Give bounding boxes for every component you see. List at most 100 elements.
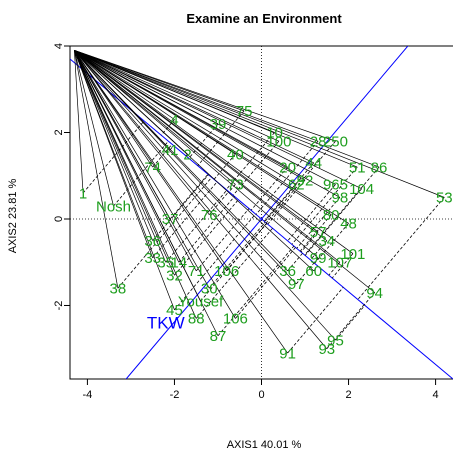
projection-line [152, 174, 209, 241]
projection-line [331, 253, 354, 279]
point-label: 2 [183, 146, 191, 163]
point-label: 41 [162, 142, 179, 159]
projection-line [287, 184, 336, 242]
x-tick-label: -2 [170, 389, 180, 401]
ray-line [74, 50, 171, 151]
ray-line [74, 50, 336, 341]
ray-line [74, 50, 210, 215]
ray-line [74, 50, 328, 349]
ray-line [74, 50, 336, 185]
projection-line [313, 257, 319, 264]
point-label: Nosh [96, 198, 131, 215]
projection-lines [70, 46, 453, 379]
projection-line [165, 189, 228, 263]
x-tick-label: 4 [433, 389, 439, 401]
projection-line [178, 196, 235, 263]
projection-line [328, 261, 341, 276]
point-label: 71 [188, 263, 205, 280]
projection-line [291, 166, 358, 245]
ray-line [74, 50, 175, 276]
y-tick-label: 0 [53, 216, 65, 222]
point-label: 93 [318, 341, 335, 358]
projection-line [235, 247, 296, 319]
point-label: 100 [266, 133, 291, 150]
point-label: 104 [349, 181, 374, 198]
ray-line [74, 50, 375, 293]
point-label: 30 [201, 280, 218, 297]
ray-line [74, 50, 327, 241]
ray-line [74, 50, 288, 354]
projection-line [117, 177, 212, 289]
point-label: 97 [288, 276, 305, 293]
projection-line [263, 162, 315, 222]
ray-line [74, 50, 314, 164]
y-axis-label: AXIS2 23.81 % [7, 178, 19, 253]
ray-line [74, 50, 197, 272]
ray-line [74, 50, 201, 302]
point-label: 106 [223, 311, 248, 328]
projection-line [287, 253, 303, 272]
ray-line [74, 50, 188, 155]
point-label: 250 [323, 133, 348, 150]
projection-line [264, 184, 297, 222]
ray-line [74, 50, 332, 215]
ray-line [74, 50, 153, 168]
vector-label: TKW [147, 314, 185, 333]
projection-line [82, 120, 145, 194]
point-label: 91 [279, 345, 296, 362]
ray-line [74, 50, 180, 263]
ray-line [74, 50, 227, 272]
point-label: 35 [157, 254, 174, 271]
y-tick-label: 4 [53, 43, 65, 49]
x-tick-label: -4 [83, 389, 93, 401]
projection-line [185, 153, 188, 157]
projection-line [300, 231, 319, 253]
point-label: 88 [188, 311, 205, 328]
projection-line [188, 123, 219, 159]
point-label: 36 [144, 233, 161, 250]
projection-line [208, 191, 230, 215]
point-label: 80 [323, 207, 340, 224]
projection-line [232, 140, 280, 196]
point-label: 107 [327, 254, 352, 271]
ray-line [74, 50, 297, 185]
projection-line [152, 181, 218, 259]
projection-line [313, 265, 319, 272]
point-label: 98 [331, 190, 348, 207]
point-label: 39 [210, 116, 227, 133]
ray-line [74, 50, 306, 181]
projection-line [213, 153, 236, 180]
point-label: 37 [162, 211, 179, 228]
projection-line [310, 240, 328, 261]
point-label: 44 [305, 155, 322, 172]
point-label: 40 [227, 146, 244, 163]
projection-line [296, 262, 315, 285]
projection-line [113, 140, 169, 207]
projection-line [228, 184, 236, 193]
point-label: 33 [144, 250, 161, 267]
projection-line [363, 292, 375, 306]
ray-line [74, 49, 336, 142]
projection-line [296, 197, 341, 249]
ray-line [74, 50, 319, 259]
ray-line [74, 50, 236, 185]
ray-line [74, 50, 358, 168]
chart-title: Examine an Environment [186, 11, 342, 26]
projection-line [174, 199, 239, 276]
ray-line [74, 50, 119, 289]
ray-line [74, 49, 445, 198]
ray-line [74, 50, 154, 241]
projection-line [174, 213, 256, 311]
ray-line [74, 50, 167, 263]
point-label: 86 [371, 159, 388, 176]
ray-line [74, 50, 114, 207]
point-label: 1 [79, 185, 87, 202]
point-label: 87 [210, 328, 227, 345]
point-label: 51 [349, 159, 366, 176]
ray-line [74, 49, 319, 142]
ray-line [74, 50, 288, 168]
point-label: 92 [297, 172, 314, 189]
point-label: 28 [310, 133, 327, 150]
ray-line [74, 50, 84, 194]
